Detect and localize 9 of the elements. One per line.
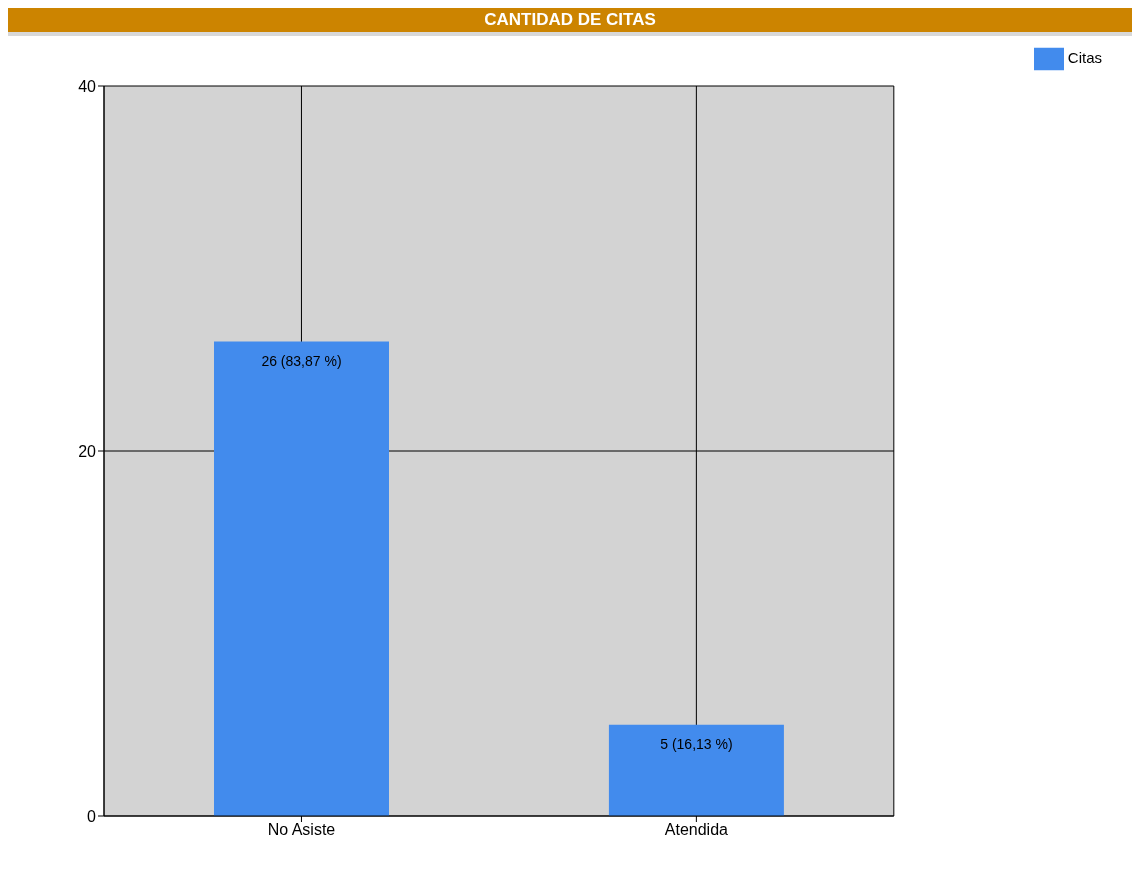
y-tick-label: 20 <box>78 442 97 460</box>
x-tick-label: No Asiste <box>267 821 336 839</box>
data-label: 26 (83,87 %) <box>261 352 342 369</box>
y-tick-label: 0 <box>87 807 97 825</box>
chart-title: CANTIDAD DE CITAS <box>8 8 1132 36</box>
data-label: 5 (16,13 %) <box>660 735 733 752</box>
legend-label: Citas <box>1067 48 1102 66</box>
x-tick-label: Atendida <box>664 821 729 839</box>
y-tick-label: 40 <box>78 77 97 95</box>
